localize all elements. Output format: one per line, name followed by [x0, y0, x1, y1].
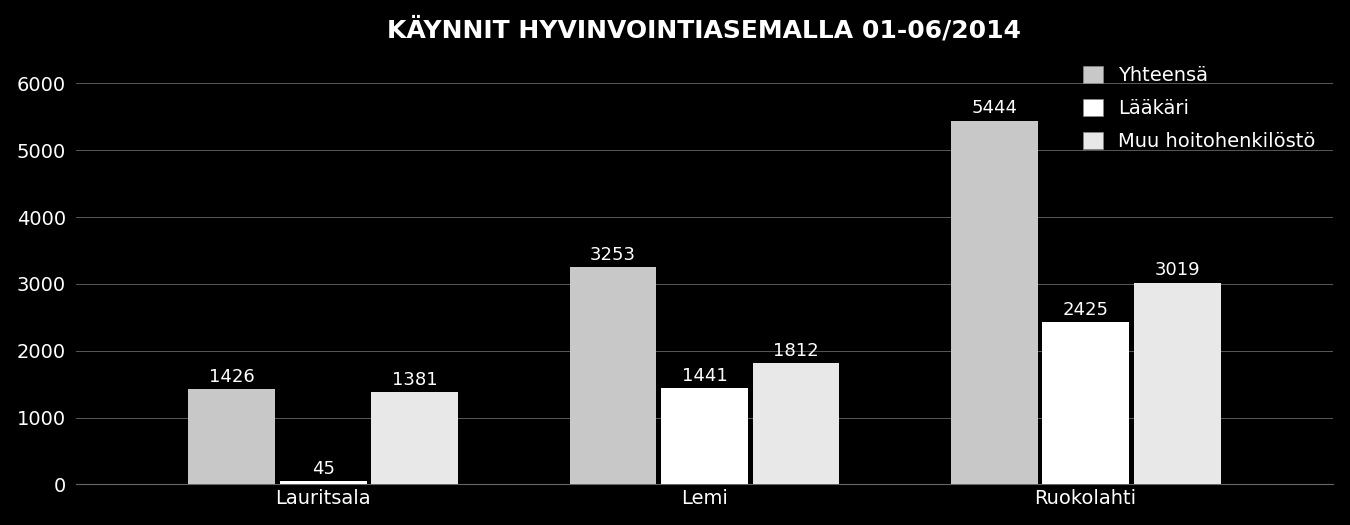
Bar	[662, 388, 748, 485]
Legend: Yhteensä, Lääkäri, Muu hoitohenkilöstö: Yhteensä, Lääkäri, Muu hoitohenkilöstö	[1076, 58, 1323, 159]
Text: 1381: 1381	[392, 371, 437, 389]
Text: 5444: 5444	[971, 99, 1017, 117]
Text: 1812: 1812	[774, 342, 818, 360]
Text: 3019: 3019	[1154, 261, 1200, 279]
Text: 1441: 1441	[682, 367, 728, 385]
Bar	[752, 363, 840, 485]
Bar	[1134, 282, 1220, 485]
Bar	[371, 392, 458, 485]
Bar	[189, 389, 275, 485]
Text: 3253: 3253	[590, 246, 636, 264]
Text: 2425: 2425	[1062, 301, 1108, 319]
Text: 45: 45	[312, 460, 335, 478]
Title: KÄYNNIT HYVINVOINTIASEMALLA 01-06/2014: KÄYNNIT HYVINVOINTIASEMALLA 01-06/2014	[387, 17, 1022, 43]
Bar	[570, 267, 656, 485]
Text: 1426: 1426	[209, 368, 255, 386]
Bar	[279, 481, 367, 485]
Bar	[950, 121, 1038, 485]
Bar	[1042, 322, 1129, 485]
